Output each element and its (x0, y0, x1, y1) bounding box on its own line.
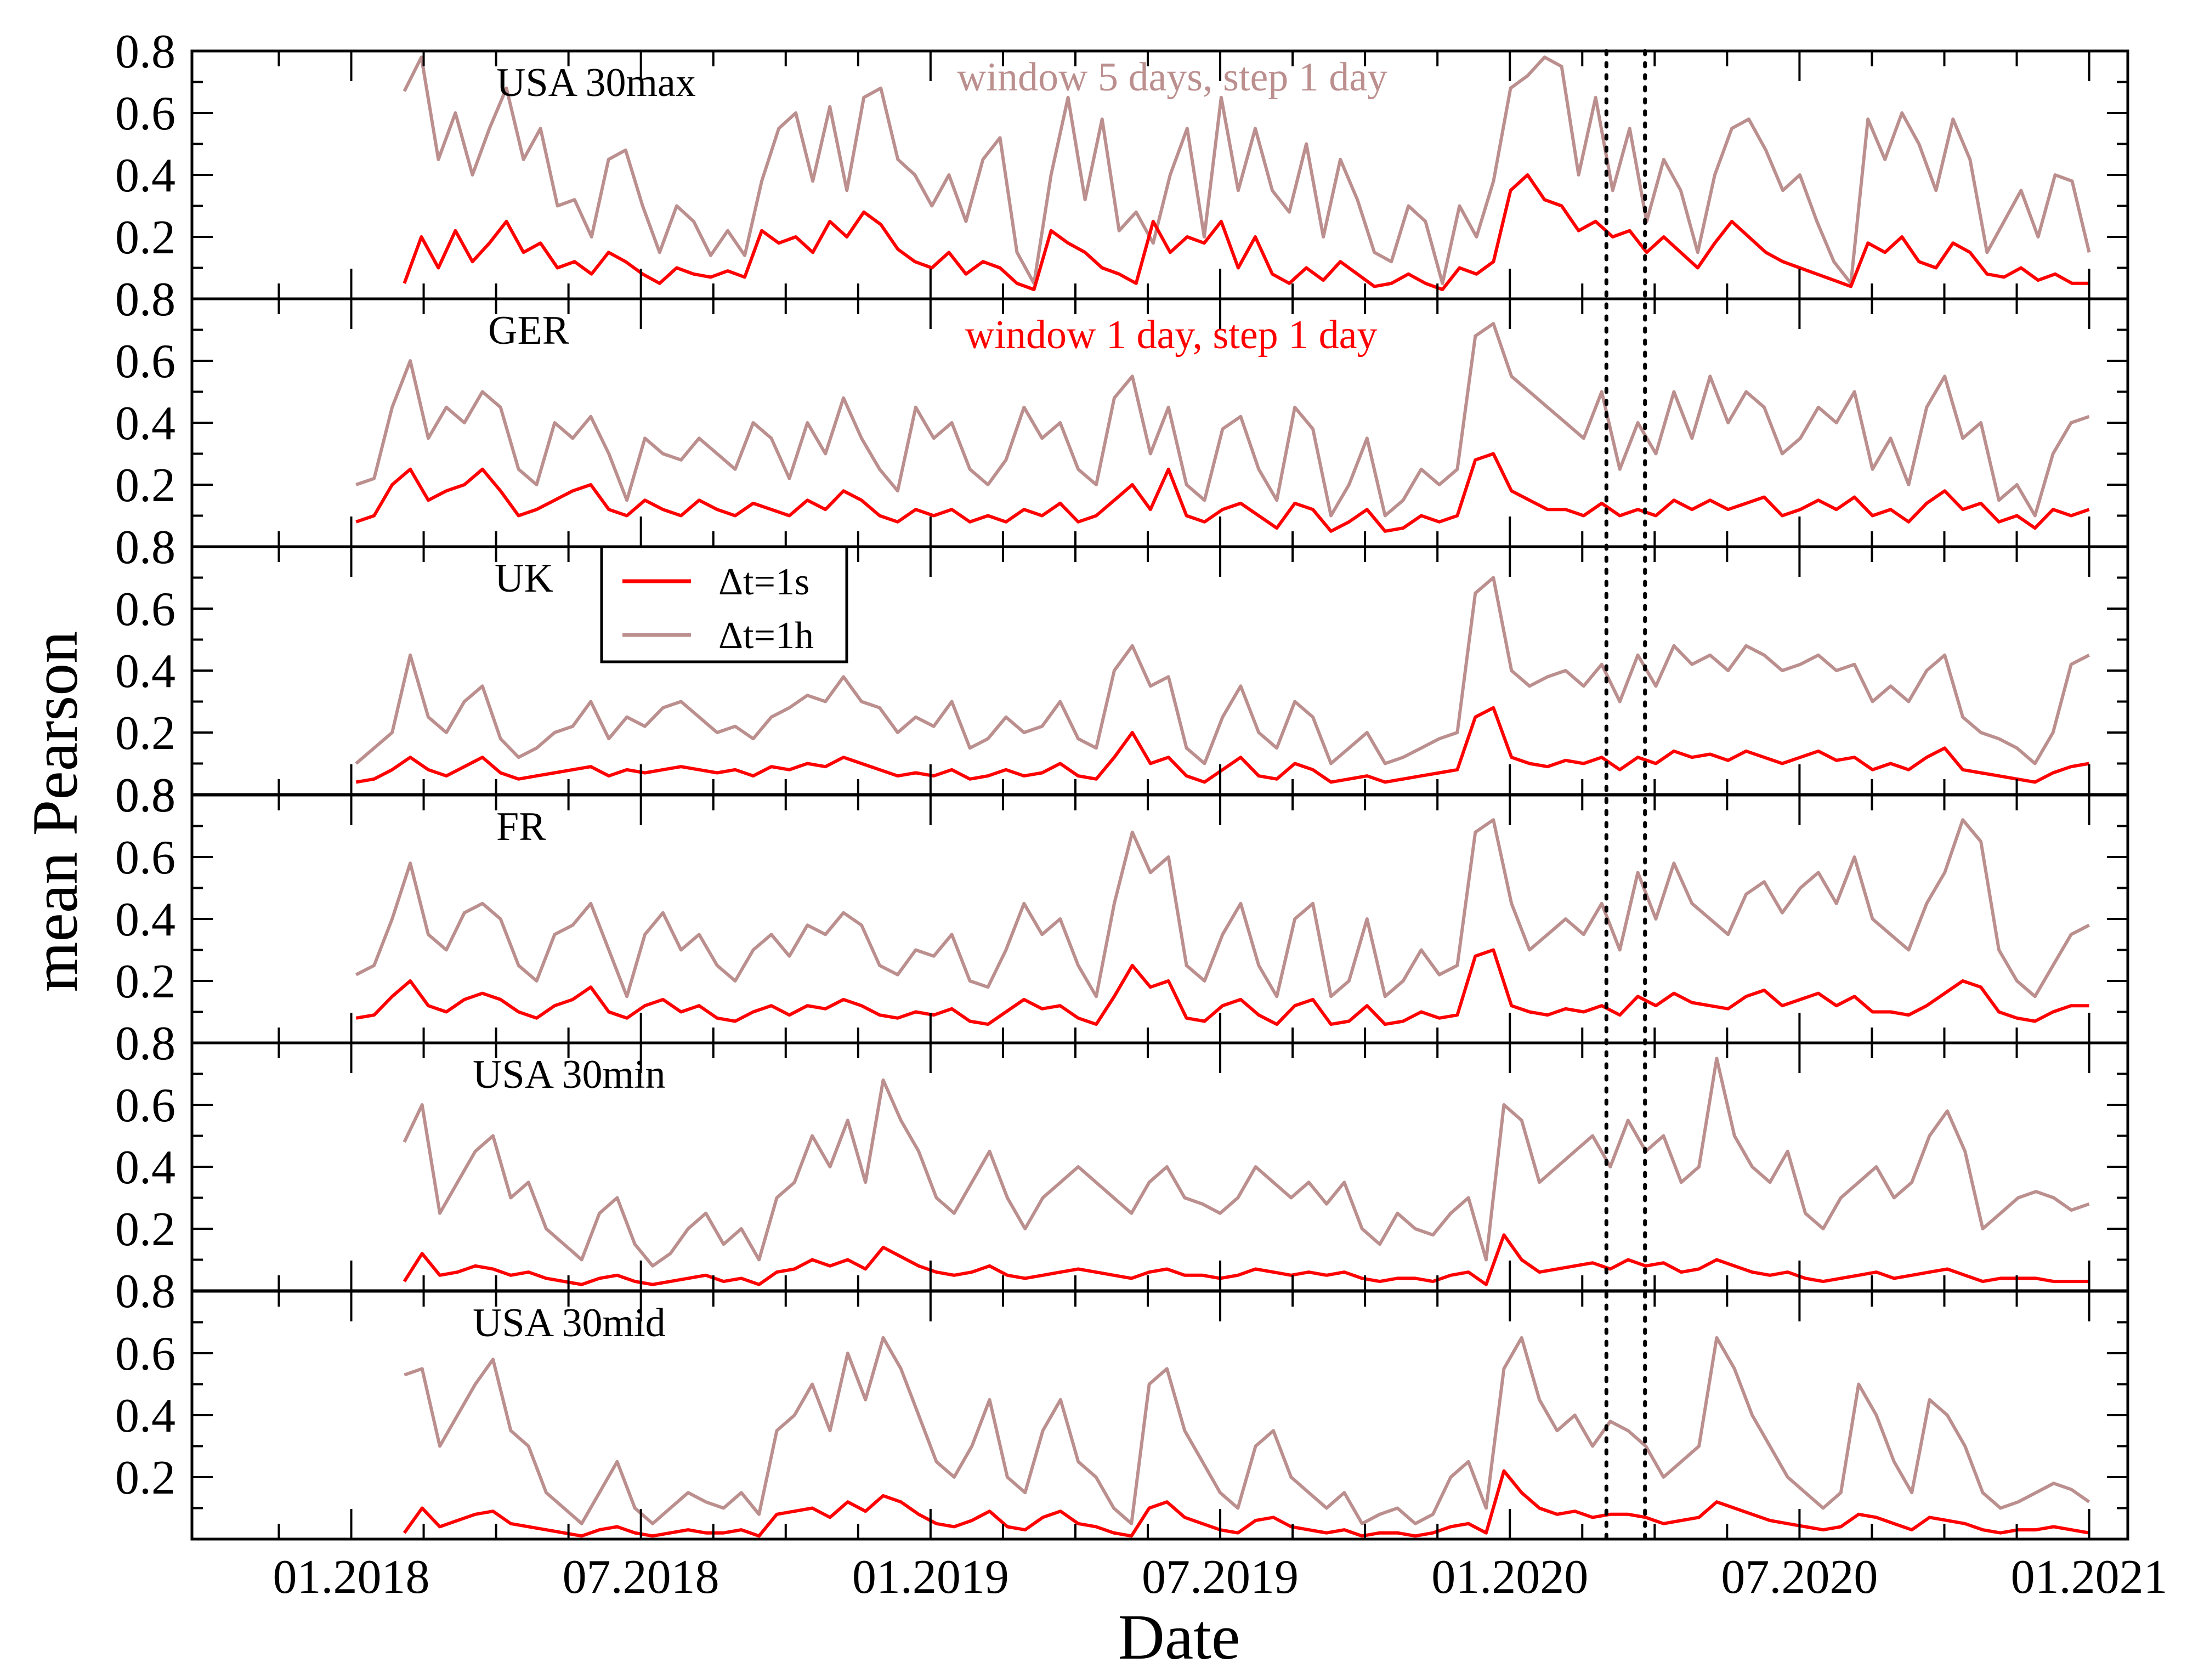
series-line-usa-30mid-dt-1s (403, 1469, 2090, 1538)
legend-box (600, 545, 848, 663)
y-tick-label: 0.4 (115, 645, 175, 698)
panel-curves (403, 55, 2091, 291)
y-tick-label: 0.4 (115, 1389, 175, 1443)
panel-title-usa-30min: USA 30min (473, 1052, 666, 1097)
panel-title-fr: FR (496, 804, 546, 849)
y-tick-label: 0.8 (115, 1017, 175, 1070)
panel-title-uk: UK (495, 556, 553, 601)
y-tick-label: 0.8 (115, 521, 175, 574)
panel-usa-30mid: 0.6 0.4 0.2 USA 30mid (115, 1290, 2129, 1541)
y-tick-label: 0.8 (115, 25, 175, 78)
panel-title-usa-30max: USA 30max (496, 60, 696, 105)
panel-curves (355, 576, 2090, 784)
x-tick-label: 07.2019 (1142, 1551, 1299, 1604)
y-tick-label: 0.8 (115, 1017, 175, 1070)
series-line-uk-dt-1h (355, 576, 2090, 765)
series-line-ger-dt-1s (355, 452, 2090, 533)
legend-label-dt-1h: Δt=1h (718, 615, 814, 657)
legend: Δt=1s Δt=1h (600, 545, 848, 663)
series-line-ger-dt-1h (355, 322, 2090, 518)
y-tick-label: 0.6 (115, 335, 175, 388)
x-tick-label: 07.2018 (563, 1551, 719, 1604)
y-tick-label: 0.6 (115, 1327, 175, 1381)
y-tick-label: 0.8 (115, 769, 175, 822)
series-line-usa-30mid-dt-1h (404, 1336, 2090, 1525)
x-axis-title: Date (1118, 1601, 1240, 1673)
series-line-usa-30max-dt-1s (403, 173, 2089, 291)
series-line-uk-dt-1s (355, 706, 2090, 784)
y-tick-label: 0.8 (115, 769, 175, 822)
series-line-usa-30min-dt-1h (403, 1057, 2090, 1268)
panel-usa-30min: 0.8 0.6 0.4 0.2 0.8 USA 30min (115, 1017, 2129, 1318)
y-axis-title: mean Pearson (19, 631, 91, 992)
y-tick-label: 0.6 (115, 87, 175, 140)
panel-title-usa-30mid: USA 30mid (473, 1301, 666, 1346)
panels: 0.8 0.6 0.4 0.2 0.8 USA 30max 0.8 0.6 0.4 0.2 0.8 G… (115, 25, 2129, 1541)
annotation-window-5-days: window 5 days, step 1 day (957, 55, 1387, 100)
x-tick-label: 01.2021 (2011, 1551, 2168, 1604)
panel-title-ger: GER (488, 308, 570, 353)
x-tick-label: 01.2019 (852, 1551, 1009, 1604)
x-tick-label: 07.2020 (1721, 1551, 1878, 1604)
y-tick-label: 0.2 (115, 1451, 175, 1505)
y-tick-label: 0.6 (115, 583, 175, 636)
series-line-usa-30max-dt-1h (403, 55, 2091, 285)
y-tick-label: 0.4 (115, 893, 175, 946)
y-tick-label: 0.2 (115, 211, 175, 264)
y-tick-label: 0.8 (115, 273, 175, 326)
y-tick-label: 0.2 (115, 459, 175, 512)
panel-usa-30max: 0.8 0.6 0.4 0.2 0.8 USA 30max (115, 25, 2129, 326)
panel-curves (403, 1336, 2090, 1538)
y-tick-label: 0.4 (115, 1141, 175, 1194)
y-tick-label: 0.4 (115, 397, 175, 450)
y-tick-label: 0.6 (115, 1079, 175, 1132)
series-line-fr-dt-1h (355, 818, 2090, 998)
x-tick-labels: 01.2018 07.2018 01.2019 07.2019 01.2020 07.20… (273, 1551, 2167, 1604)
annotation-window-1-day: window 1 day, step 1 day (965, 313, 1378, 357)
series-line-usa-30min-dt-1s (403, 1233, 2089, 1286)
y-tick-label: 0.6 (115, 831, 175, 884)
y-tick-label: 0.2 (115, 955, 175, 1008)
y-tick-label: 0.4 (115, 149, 175, 202)
panel-fr: 0.8 0.6 0.4 0.2 0.8 FR (115, 769, 2129, 1070)
panel-curves (355, 322, 2090, 533)
panel-ger: 0.8 0.6 0.4 0.2 0.8 GER (115, 273, 2129, 574)
x-tick-label: 01.2018 (273, 1551, 429, 1604)
y-tick-label: 0.8 (115, 1265, 175, 1318)
y-tick-label: 0.2 (115, 1203, 175, 1256)
y-tick-label: 0.8 (115, 521, 175, 574)
x-tick-label: 01.2020 (1431, 1551, 1588, 1604)
panel-curves (355, 818, 2090, 1026)
panel-curves (403, 1057, 2090, 1286)
legend-label-dt-1s: Δt=1s (718, 561, 809, 603)
series-line-fr-dt-1s (355, 948, 2089, 1026)
y-tick-label: 0.8 (115, 273, 175, 326)
y-tick-label: 0.2 (115, 707, 175, 760)
